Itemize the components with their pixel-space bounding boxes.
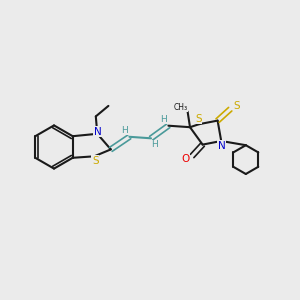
Text: H: H <box>151 140 158 149</box>
Text: O: O <box>182 154 190 164</box>
Text: N: N <box>94 127 101 137</box>
Text: S: S <box>195 114 202 124</box>
Text: N: N <box>218 140 226 151</box>
Text: S: S <box>233 100 240 111</box>
Text: CH₃: CH₃ <box>174 103 188 112</box>
Text: H: H <box>160 115 167 124</box>
Text: H: H <box>122 126 128 135</box>
Text: S: S <box>92 155 98 166</box>
